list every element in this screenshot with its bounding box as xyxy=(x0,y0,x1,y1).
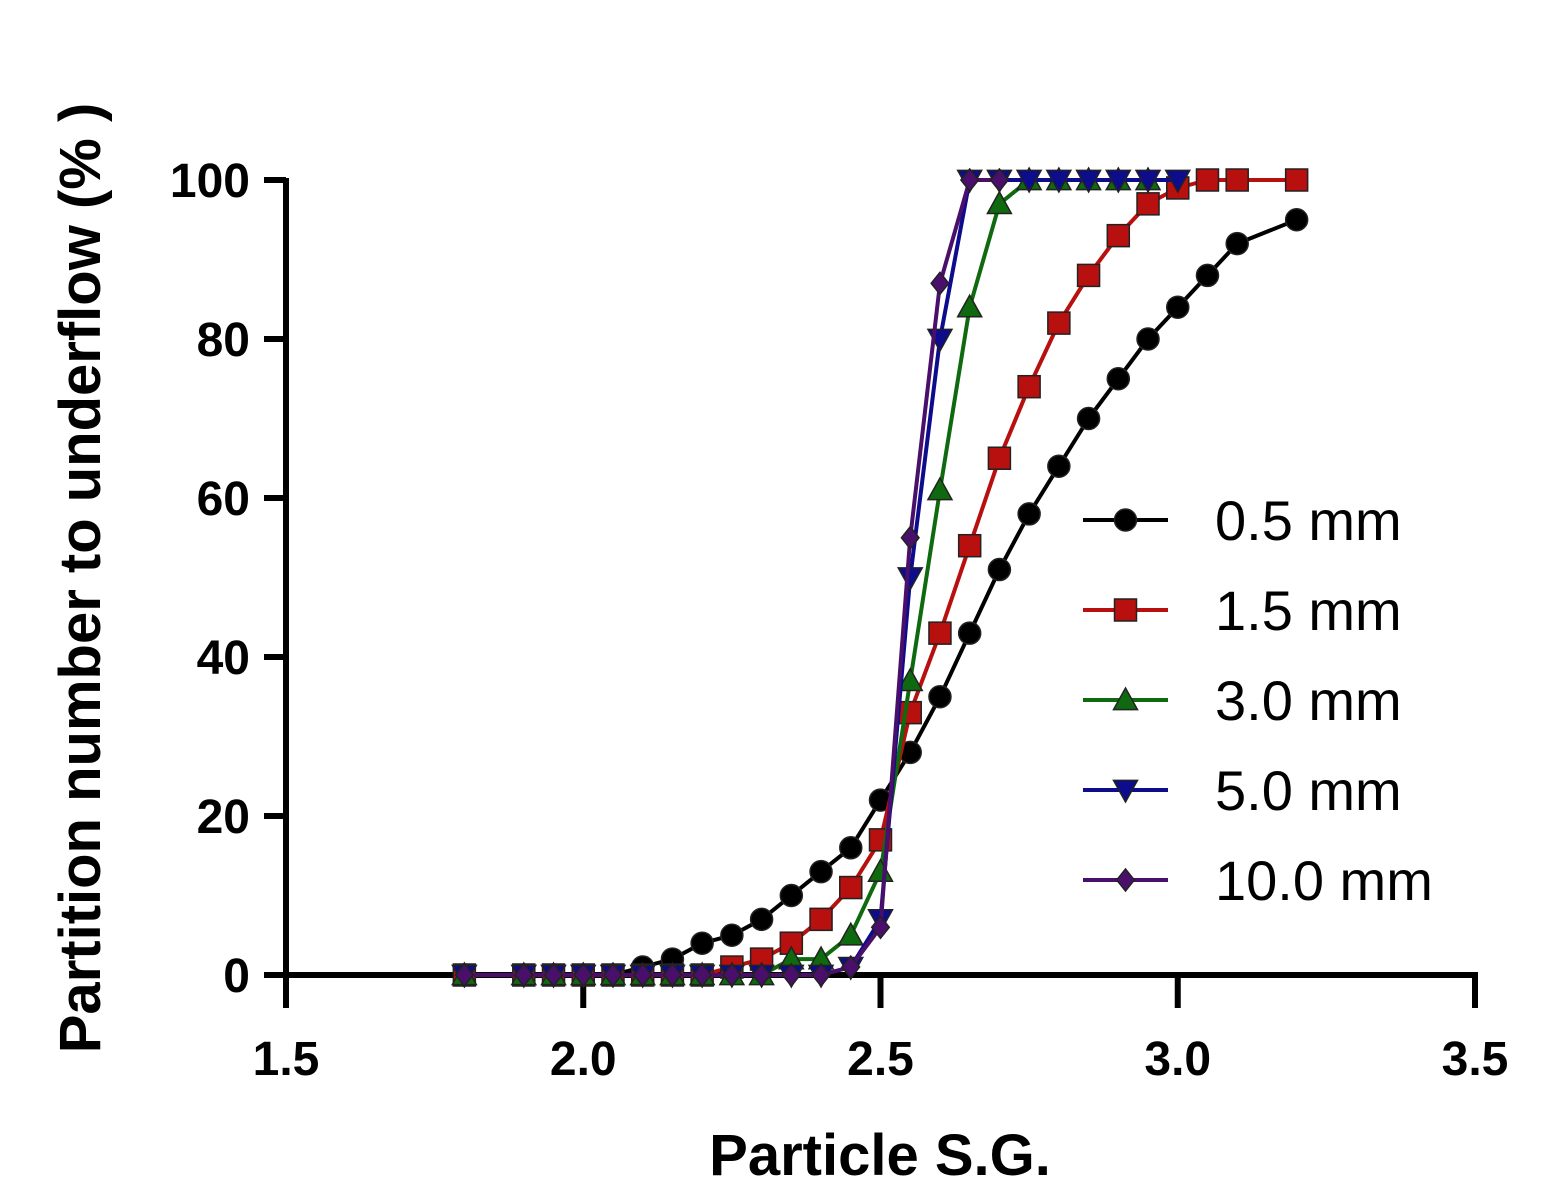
data-point xyxy=(867,858,894,882)
data-point xyxy=(1136,327,1160,351)
series-10-0-mm xyxy=(454,167,1010,988)
legend-label: 1.5 mm xyxy=(1215,579,1402,642)
legend-label: 0.5 mm xyxy=(1215,489,1402,552)
data-point xyxy=(781,962,802,988)
x-tick-label: 2.0 xyxy=(550,1033,617,1086)
series-line xyxy=(464,178,1178,977)
series-line xyxy=(464,178,1148,977)
data-point xyxy=(662,962,683,988)
data-point xyxy=(1284,168,1309,192)
legend-marker xyxy=(1113,508,1138,532)
data-point xyxy=(896,567,924,592)
data-point xyxy=(1225,231,1249,256)
data-point xyxy=(779,883,804,908)
x-tick-label: 2.5 xyxy=(847,1033,914,1086)
data-point xyxy=(928,621,952,645)
data-point xyxy=(841,954,861,980)
data-point xyxy=(1075,169,1102,194)
data-point xyxy=(720,923,744,947)
data-point xyxy=(1284,208,1309,232)
x-axis-title: Particle S.G. xyxy=(709,1123,1051,1188)
legend-label: 10.0 mm xyxy=(1215,849,1433,912)
data-point xyxy=(514,962,534,988)
legend: 0.5 mm 1.5 mm 3.0 mm 5.0 mm 10.0 mm xyxy=(1083,489,1433,912)
data-point xyxy=(987,557,1012,582)
legend-label: 5.0 mm xyxy=(1215,759,1402,822)
data-point xyxy=(926,476,954,501)
data-point xyxy=(928,685,952,709)
data-point xyxy=(1045,169,1073,194)
data-point xyxy=(870,915,891,940)
legend-marker xyxy=(1113,598,1138,622)
data-point xyxy=(1047,311,1071,335)
legend-item: 5.0 mm xyxy=(1083,759,1402,822)
data-point xyxy=(1017,502,1041,526)
data-point xyxy=(573,962,594,988)
data-point xyxy=(1134,169,1162,194)
data-point xyxy=(1076,406,1101,431)
y-tick-label: 100 xyxy=(170,155,250,208)
data-point xyxy=(900,525,920,550)
legend-marker xyxy=(1112,779,1139,804)
data-point xyxy=(692,962,712,988)
y-tick-label: 0 xyxy=(223,950,250,1003)
data-point xyxy=(1047,454,1071,478)
data-point xyxy=(1164,169,1192,194)
data-point xyxy=(809,907,833,932)
series-line xyxy=(464,178,1000,977)
y-tick-label: 60 xyxy=(197,473,250,526)
data-point xyxy=(1106,367,1131,391)
data-point xyxy=(930,271,950,296)
data-point xyxy=(543,962,564,988)
data-point xyxy=(1136,192,1160,216)
data-point xyxy=(987,446,1012,470)
data-point xyxy=(722,962,742,988)
data-point xyxy=(989,167,1010,193)
data-point xyxy=(1015,169,1043,194)
data-point xyxy=(1195,263,1220,288)
data-point xyxy=(1195,168,1220,192)
data-point xyxy=(603,962,623,988)
legend-item: 0.5 mm xyxy=(1083,489,1402,552)
legend-marker xyxy=(1115,867,1136,893)
data-point xyxy=(956,293,983,318)
y-axis-title: Partition number to underflow (% ) xyxy=(48,103,113,1054)
y-tick-label: 20 xyxy=(197,791,250,844)
x-tick-label: 3.0 xyxy=(1144,1033,1211,1086)
legend-label: 3.0 mm xyxy=(1215,669,1402,732)
data-point xyxy=(811,962,831,988)
data-point xyxy=(957,621,982,645)
data-point xyxy=(1166,295,1190,319)
data-point xyxy=(839,875,863,900)
data-point xyxy=(837,921,865,946)
y-tick-label: 40 xyxy=(197,632,250,685)
data-point xyxy=(1225,168,1249,192)
legend-item: 3.0 mm xyxy=(1083,669,1402,732)
x-tick-label: 3.5 xyxy=(1442,1033,1509,1086)
data-point xyxy=(751,962,772,988)
data-point xyxy=(454,962,475,988)
data-point xyxy=(690,931,714,955)
x-tick-label: 1.5 xyxy=(253,1033,320,1086)
data-point xyxy=(986,190,1013,215)
y-tick-label: 80 xyxy=(197,314,250,367)
series-3-0-mm xyxy=(451,166,1162,986)
data-point xyxy=(749,907,774,932)
data-point xyxy=(632,962,653,988)
axes: 0 20 40 60 80 100 1.5 2.0 2.5 3.0 3.5 xyxy=(170,155,1508,1086)
data-point xyxy=(957,533,982,558)
data-point xyxy=(1106,223,1131,248)
data-point xyxy=(1076,263,1101,288)
data-point xyxy=(959,167,980,193)
data-point xyxy=(896,667,924,692)
series-layer xyxy=(451,166,1309,989)
data-point xyxy=(1105,169,1132,194)
legend-marker xyxy=(1112,686,1139,711)
data-point xyxy=(809,859,833,884)
data-point xyxy=(839,836,863,860)
legend-item: 1.5 mm xyxy=(1083,579,1402,642)
data-point xyxy=(1017,374,1041,399)
legend-item: 10.0 mm xyxy=(1083,849,1433,912)
